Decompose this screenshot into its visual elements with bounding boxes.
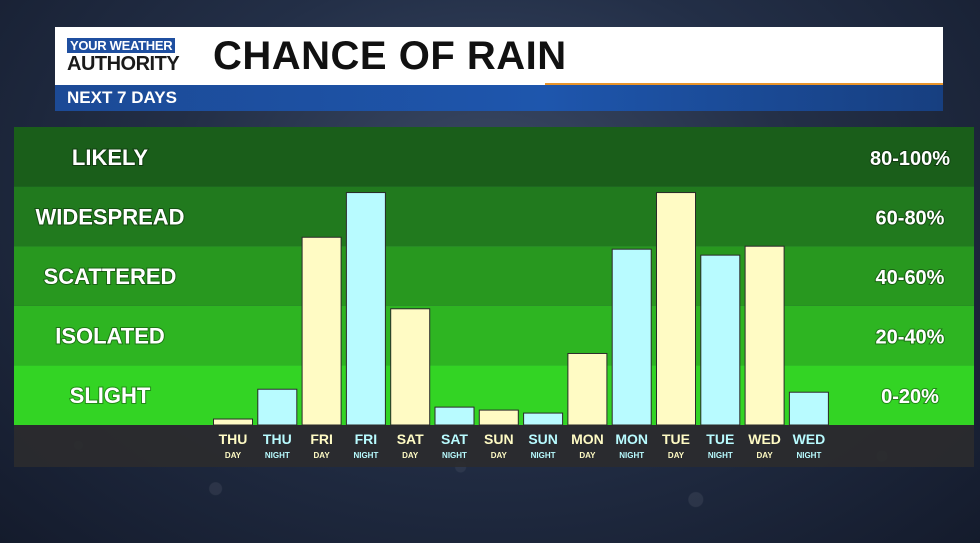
bar-fri-night [345, 192, 386, 426]
logo-line2: AUTHORITY [67, 53, 180, 75]
band-likely [14, 127, 974, 187]
band-range-label: 40-60% [876, 267, 945, 289]
x-tick-day: SAT [441, 431, 468, 447]
header: YOUR WEATHER AUTHORITY CHANCE OF RAIN NE… [55, 27, 943, 111]
band-label: SLIGHT [70, 383, 151, 408]
band-range-label: 80-100% [870, 148, 950, 170]
x-tick-day: TUE [706, 431, 734, 447]
band-widespread [14, 186, 974, 247]
x-tick-day: SAT [397, 431, 424, 447]
x-tick-period: DAY [314, 451, 331, 460]
band-range-label: 20-40% [876, 327, 945, 349]
band-range-label: 0-20% [881, 386, 939, 408]
x-tick-day: WED [793, 431, 826, 447]
x-tick-period: NIGHT [796, 451, 821, 460]
bar-wed-day [744, 245, 785, 426]
x-tick-period: DAY [225, 451, 242, 460]
bar-tue-night [700, 254, 741, 426]
band-label: LIKELY [72, 145, 149, 170]
title-bar [55, 27, 943, 85]
x-tick-period: DAY [402, 451, 419, 460]
bar-mon-night [611, 248, 652, 426]
x-tick-day: THU [263, 431, 292, 447]
bar-thu-night [257, 388, 298, 426]
title-accent-line [545, 83, 943, 86]
x-tick-period: NIGHT [265, 451, 290, 460]
x-tick-period: NIGHT [353, 451, 378, 460]
bar-thu-day [213, 418, 253, 426]
x-tick-period: NIGHT [708, 451, 733, 460]
band-label: SCATTERED [44, 264, 177, 289]
bar-sat-night [434, 406, 475, 426]
band-label: WIDESPREAD [35, 204, 184, 229]
x-tick-period: NIGHT [442, 451, 467, 460]
page-title: CHANCE OF RAIN [213, 34, 567, 78]
band-scattered [14, 246, 974, 306]
x-tick-period: DAY [491, 451, 508, 460]
x-tick-day: FRI [310, 431, 333, 447]
x-tick-day: MON [615, 431, 648, 447]
x-tick-day: SUN [484, 431, 514, 447]
bar-sun-night [523, 412, 564, 426]
x-tick-period: NIGHT [531, 451, 556, 460]
band-isolated [14, 305, 974, 366]
x-tick-day: SUN [528, 431, 558, 447]
subtitle-bar: NEXT 7 DAYS [55, 85, 943, 111]
page-subtitle: NEXT 7 DAYS [67, 88, 177, 107]
x-tick-period: DAY [579, 451, 596, 460]
x-tick-period: DAY [668, 451, 685, 460]
bar-mon-day [567, 352, 608, 426]
x-tick-period: DAY [757, 451, 774, 460]
x-tick-period: NIGHT [619, 451, 644, 460]
axis-label-strip [14, 425, 974, 467]
band-label: ISOLATED [55, 324, 165, 349]
x-tick-day: FRI [355, 431, 378, 447]
station-logo: YOUR WEATHER AUTHORITY [67, 38, 197, 76]
x-tick-day: WED [748, 431, 781, 447]
x-tick-day: MON [571, 431, 604, 447]
bar-sat-day [390, 308, 431, 426]
band-range-label: 60-80% [876, 207, 945, 229]
x-tick-day: TUE [662, 431, 690, 447]
x-tick-day: THU [219, 431, 248, 447]
logo-line1: YOUR WEATHER [67, 38, 176, 53]
bar-wed-night [788, 391, 829, 426]
bar-tue-day [656, 192, 696, 426]
bar-sun-day [478, 409, 519, 426]
bar-fri-day [301, 236, 342, 426]
